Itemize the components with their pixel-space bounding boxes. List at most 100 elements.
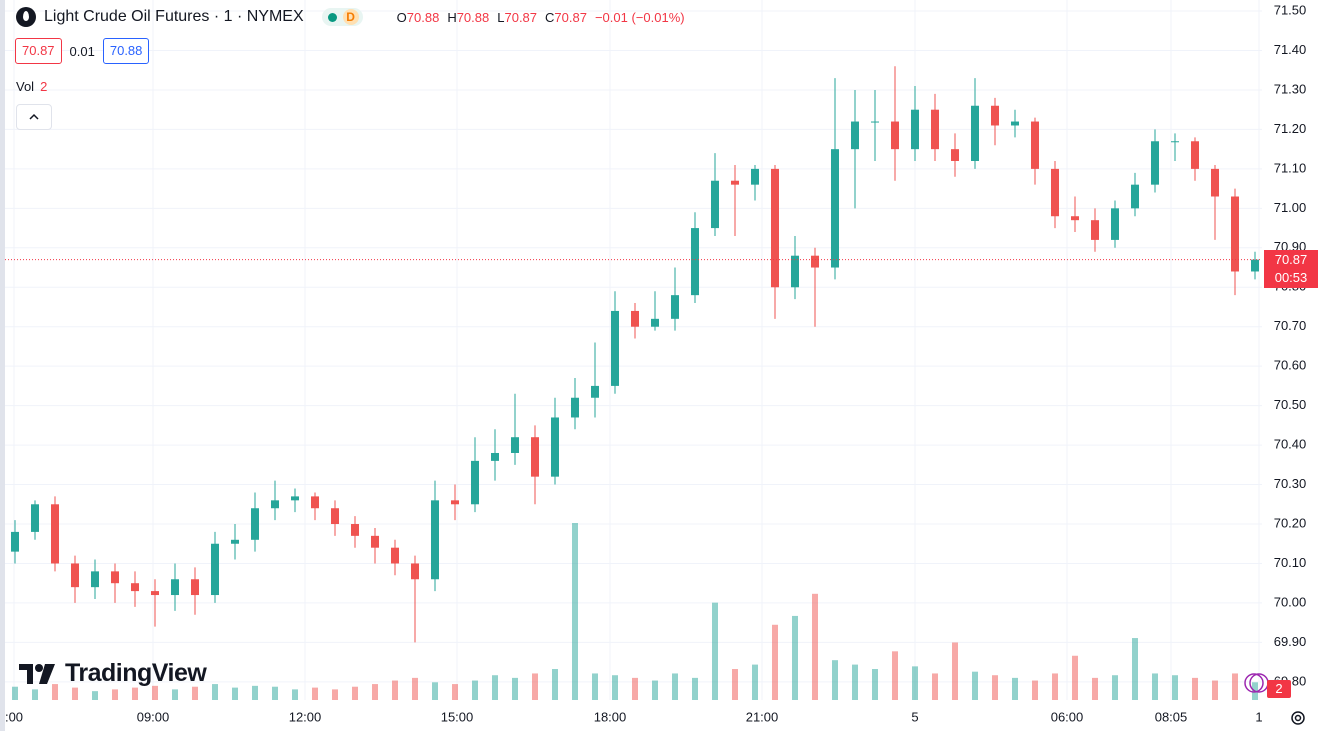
candle-body xyxy=(791,255,799,288)
y-tick-label: 69.90 xyxy=(1274,634,1307,649)
y-tick-label: 71.10 xyxy=(1274,160,1307,175)
candle-body xyxy=(1231,196,1239,272)
volume-bar xyxy=(1152,673,1158,700)
volume-bar xyxy=(112,689,118,700)
volume-bar xyxy=(372,684,378,700)
candle-body xyxy=(311,496,319,509)
volume-bar xyxy=(1172,675,1178,700)
volume-bar xyxy=(572,523,578,700)
ohlc-label: L xyxy=(497,9,505,25)
symbol-icon xyxy=(16,7,36,27)
candle-body xyxy=(391,547,399,564)
candle-body xyxy=(771,168,779,288)
volume-bar xyxy=(932,673,938,700)
volume-bar xyxy=(1072,655,1078,700)
volume-bar xyxy=(872,669,878,700)
candle-body xyxy=(471,460,479,505)
candle-body xyxy=(91,571,99,588)
volume-bar xyxy=(852,664,858,700)
y-tick-label: 70.60 xyxy=(1274,358,1307,373)
volume-value: 2 xyxy=(40,79,48,94)
volume-bar xyxy=(952,642,958,700)
volume-bar xyxy=(972,671,978,700)
x-tick-label: 08:05 xyxy=(1155,709,1188,724)
candle-body xyxy=(851,121,859,150)
ohlc-low: L70.87 xyxy=(497,10,537,25)
volume-bar xyxy=(1112,675,1118,700)
volume-bar xyxy=(12,686,18,700)
trade-buttons: 70.87 0.01 70.88 xyxy=(15,38,150,64)
volume-bar xyxy=(452,684,458,700)
x-tick-label: 15:00 xyxy=(441,709,474,724)
candle-body xyxy=(371,535,379,548)
volume-bar xyxy=(1012,677,1018,700)
buy-button[interactable]: 70.88 xyxy=(102,38,150,64)
volume-bar xyxy=(1052,673,1058,700)
volume-bar xyxy=(592,673,598,700)
candle-body xyxy=(351,524,359,536)
candle-body xyxy=(711,180,719,229)
volume-bar xyxy=(1092,677,1098,700)
y-tick-label: 70.10 xyxy=(1274,555,1307,570)
volume-bar xyxy=(1192,677,1198,700)
volume-bar xyxy=(612,675,618,700)
candle-body xyxy=(571,397,579,418)
candle-body xyxy=(951,149,959,161)
collapse-button[interactable] xyxy=(16,104,52,130)
candle-body xyxy=(511,437,519,453)
y-tick-label: 71.20 xyxy=(1274,121,1307,136)
candle-body xyxy=(611,310,619,386)
volume-bar xyxy=(212,684,218,700)
candle-body xyxy=(831,149,839,268)
volume-bar xyxy=(832,660,838,700)
ohlc-label: H xyxy=(447,9,457,25)
ohlc-open: O70.88 xyxy=(397,10,440,25)
symbol-header: Light Crude Oil Futures · 1 · NYMEX D O7… xyxy=(16,6,685,28)
volume-bar xyxy=(492,675,498,700)
ohlc-value: 70.88 xyxy=(456,9,490,25)
volume-bar xyxy=(152,685,158,700)
y-tick-label: 70.70 xyxy=(1274,318,1307,333)
candle-body xyxy=(1051,168,1059,217)
x-tick-label: :00 xyxy=(5,709,23,724)
volume-bar xyxy=(772,624,778,700)
volume-bar xyxy=(132,687,138,700)
candle-layer xyxy=(5,66,1262,643)
y-tick-label: 71.30 xyxy=(1274,81,1307,96)
ohlc-value: 70.87 xyxy=(504,9,538,25)
last-price-badge: 70.87 00:53 xyxy=(1264,250,1318,288)
volume-label: Vol xyxy=(16,79,35,94)
candle-body xyxy=(131,583,139,592)
candle-body xyxy=(1011,121,1019,126)
volume-bar xyxy=(92,691,98,700)
sell-button[interactable]: 70.87 xyxy=(15,38,62,64)
candle-body xyxy=(11,531,19,552)
volume-bar xyxy=(1032,680,1038,700)
ohlc-value: 70.87 xyxy=(554,9,587,25)
candle-body xyxy=(631,310,639,327)
volume-bar xyxy=(472,680,478,700)
last-price: 70.87 xyxy=(1274,252,1308,267)
candle-body xyxy=(891,121,899,150)
tradingview-logo[interactable]: TradingView xyxy=(19,659,207,688)
change: −0.01 (−0.01%) xyxy=(594,9,685,25)
candle-body xyxy=(591,385,599,398)
y-tick-label: 70.40 xyxy=(1274,437,1307,452)
volume-bar xyxy=(32,689,38,700)
volume-legend: Vol 2 xyxy=(16,79,47,94)
candle-body xyxy=(271,500,279,509)
symbol-title[interactable]: Light Crude Oil Futures · 1 · NYMEX xyxy=(44,8,304,25)
candle-body xyxy=(871,121,879,123)
market-status[interactable]: D xyxy=(321,8,363,26)
candle-body xyxy=(651,318,659,327)
volume-bar xyxy=(992,675,998,700)
candle-body xyxy=(1191,141,1199,169)
settings-gear[interactable] xyxy=(1291,711,1305,725)
y-tick-label: 71.00 xyxy=(1274,200,1307,215)
y-tick-label: 70.00 xyxy=(1274,594,1307,609)
candle-body xyxy=(491,452,499,461)
alerts-badge[interactable]: 2 xyxy=(1267,680,1291,698)
chevron xyxy=(29,113,39,120)
candle-body xyxy=(251,508,259,540)
